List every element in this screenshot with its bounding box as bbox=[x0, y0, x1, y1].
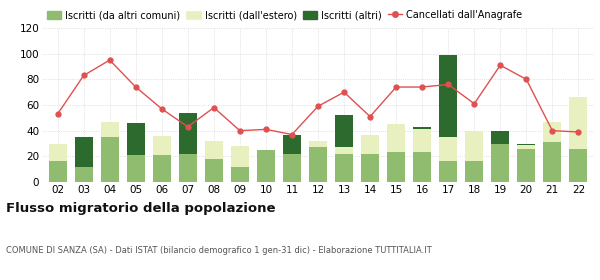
Bar bbox=[413, 129, 431, 153]
Bar bbox=[387, 124, 405, 153]
Bar bbox=[74, 167, 93, 182]
Bar bbox=[465, 162, 484, 182]
Bar bbox=[335, 115, 353, 147]
Bar bbox=[205, 159, 223, 182]
Bar bbox=[491, 143, 509, 182]
Legend: Iscritti (da altri comuni), Iscritti (dall'estero), Iscritti (altri), Cancellati: Iscritti (da altri comuni), Iscritti (da… bbox=[47, 10, 523, 20]
Text: Flusso migratorio della popolazione: Flusso migratorio della popolazione bbox=[6, 202, 275, 214]
Bar bbox=[179, 113, 197, 154]
Bar bbox=[127, 155, 145, 182]
Bar bbox=[309, 147, 327, 182]
Bar bbox=[257, 150, 275, 182]
Bar bbox=[361, 134, 379, 154]
Bar bbox=[231, 146, 249, 167]
Bar bbox=[101, 137, 119, 182]
Bar bbox=[283, 154, 301, 182]
Bar bbox=[152, 136, 171, 155]
Bar bbox=[543, 122, 562, 142]
Bar bbox=[101, 122, 119, 137]
Bar bbox=[569, 97, 587, 149]
Bar bbox=[49, 143, 67, 162]
Bar bbox=[335, 147, 353, 154]
Bar bbox=[569, 149, 587, 182]
Bar bbox=[543, 142, 562, 182]
Bar bbox=[283, 134, 301, 154]
Bar bbox=[439, 137, 457, 162]
Bar bbox=[127, 123, 145, 155]
Bar bbox=[517, 149, 535, 182]
Bar bbox=[491, 131, 509, 143]
Bar bbox=[465, 131, 484, 162]
Bar bbox=[179, 154, 197, 182]
Bar bbox=[439, 162, 457, 182]
Bar bbox=[309, 141, 327, 147]
Bar bbox=[49, 162, 67, 182]
Bar bbox=[335, 154, 353, 182]
Bar bbox=[387, 153, 405, 182]
Bar bbox=[413, 127, 431, 129]
Bar bbox=[361, 154, 379, 182]
Bar bbox=[439, 55, 457, 137]
Bar bbox=[152, 155, 171, 182]
Text: COMUNE DI SANZA (SA) - Dati ISTAT (bilancio demografico 1 gen-31 dic) - Elaboraz: COMUNE DI SANZA (SA) - Dati ISTAT (bilan… bbox=[6, 246, 432, 255]
Bar bbox=[231, 167, 249, 182]
Bar bbox=[517, 145, 535, 149]
Bar bbox=[517, 143, 535, 145]
Bar bbox=[413, 153, 431, 182]
Bar bbox=[205, 141, 223, 159]
Bar bbox=[74, 137, 93, 167]
